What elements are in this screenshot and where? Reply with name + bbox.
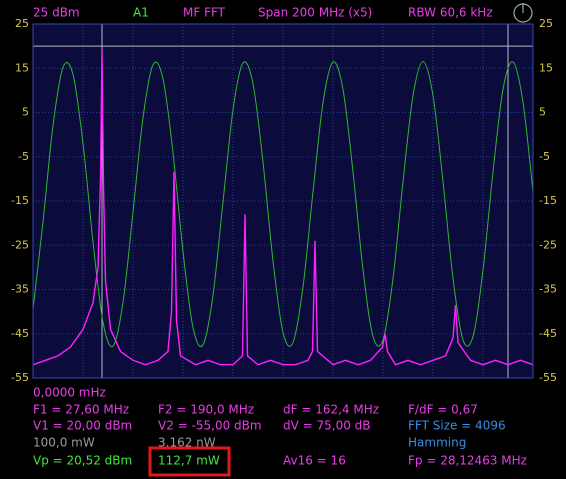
readout: V1 = 20,00 dBm: [33, 419, 132, 433]
y-tick-label: -15: [11, 194, 29, 207]
y-tick-label: -55: [539, 371, 557, 384]
readout: Av16 = 16: [283, 454, 346, 468]
readout: Hamming: [408, 436, 466, 450]
readout: 100,0 mW: [33, 436, 95, 450]
y-tick-label: -25: [539, 238, 557, 251]
readout: 3,162 nW: [158, 436, 216, 450]
y-tick-label: 15: [539, 61, 553, 74]
readout: dF = 162,4 MHz: [283, 403, 379, 417]
y-tick-label: 25: [15, 17, 29, 30]
mode: MF FFT: [183, 6, 226, 20]
y-tick-label: 5: [22, 106, 29, 119]
readout: V2 = -55,00 dBm: [158, 419, 262, 433]
y-tick-label: 5: [539, 106, 546, 119]
y-tick-label: -35: [539, 283, 557, 296]
readout: Vp = 20,52 dBm: [33, 454, 132, 468]
readout: F1 = 27,60 MHz: [33, 403, 129, 417]
plot-frame: [32, 23, 534, 379]
y-tick-label: 15: [15, 61, 29, 74]
y-tick-label: 25: [539, 17, 553, 30]
y-tick-label: -25: [11, 238, 29, 251]
readout: FFT Size = 4096: [408, 419, 506, 433]
readout: dV = 75,00 dB: [283, 419, 371, 433]
highlight-box: [148, 446, 231, 477]
series-line: [32, 61, 534, 348]
channel: A1: [133, 6, 149, 20]
series-line: [32, 50, 534, 366]
start-freq: 0,0000 mHz: [33, 386, 106, 400]
power-icon[interactable]: [513, 3, 533, 23]
ref-level: 25 dBm: [33, 6, 80, 20]
y-tick-label: -55: [11, 371, 29, 384]
y-tick-label: -35: [11, 283, 29, 296]
readout: F/dF = 0,67: [408, 403, 478, 417]
y-tick-label: -5: [18, 150, 29, 163]
span: Span 200 MHz (x5): [258, 6, 372, 20]
rbw: RBW 60,6 kHz: [408, 6, 493, 20]
y-tick-label: -15: [539, 194, 557, 207]
plot: [32, 23, 534, 379]
readout: F2 = 190,0 MHz: [158, 403, 254, 417]
y-tick-label: -5: [539, 150, 550, 163]
readout: 112,7 mW: [158, 454, 220, 468]
y-tick-label: -45: [539, 327, 557, 340]
readout: Fp = 28,12463 MHz: [408, 454, 527, 468]
y-tick-label: -45: [11, 327, 29, 340]
